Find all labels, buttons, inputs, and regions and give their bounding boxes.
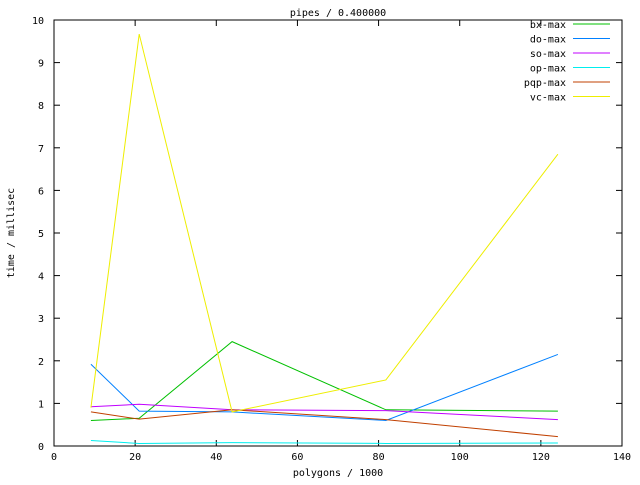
y-tick-label: 0 — [38, 442, 44, 453]
chart-title: pipes / 0.400000 — [290, 8, 386, 19]
y-tick-label: 1 — [38, 399, 44, 410]
y-tick-label: 8 — [38, 101, 44, 112]
x-tick-label: 20 — [129, 452, 141, 463]
y-tick-label: 7 — [38, 144, 44, 155]
x-tick-label: 40 — [210, 452, 222, 463]
series-line-op-max — [90, 439, 558, 444]
x-tick-label: 60 — [291, 452, 303, 463]
y-axis-label: time / millisec — [6, 188, 17, 278]
series-line-bx-max — [90, 341, 558, 421]
x-tick-label: 0 — [51, 452, 57, 463]
legend-label: pqp-max — [524, 78, 566, 89]
series-line-vc-max — [90, 33, 559, 413]
y-tick-label: 4 — [38, 272, 44, 283]
x-tick-label: 140 — [613, 452, 631, 463]
legend-label: bx-max — [530, 20, 566, 31]
legend-label: so-max — [530, 49, 566, 60]
series-line-pqp-max — [90, 409, 558, 438]
legend-label: op-max — [530, 64, 566, 75]
y-tick-label: 2 — [38, 357, 44, 368]
x-axis-label: polygons / 1000 — [293, 468, 383, 479]
y-tick-label: 6 — [38, 186, 44, 197]
y-tick-label: 10 — [32, 16, 44, 27]
x-tick-label: 100 — [451, 452, 469, 463]
x-tick-label: 120 — [532, 452, 550, 463]
y-tick-label: 5 — [38, 229, 44, 240]
legend-label: do-max — [530, 35, 566, 46]
legend-label: vc-max — [530, 93, 566, 104]
x-tick-label: 80 — [373, 452, 385, 463]
y-tick-label: 3 — [38, 314, 44, 325]
y-tick-label: 9 — [38, 59, 44, 70]
